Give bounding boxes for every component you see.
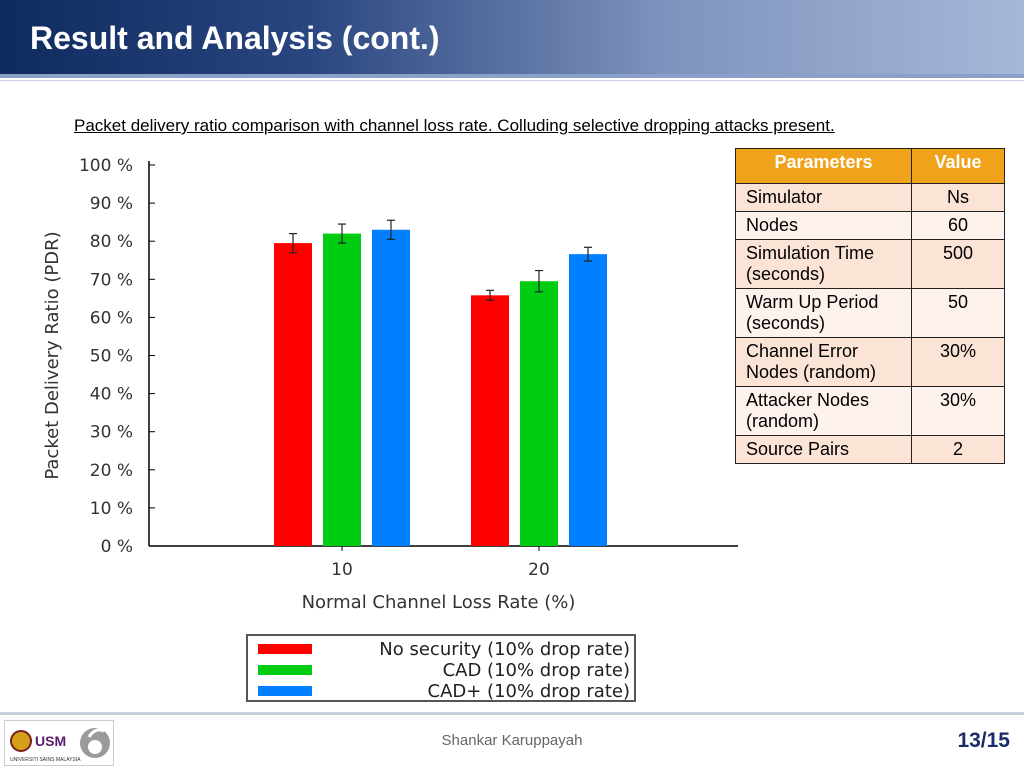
x-axis-title: Normal Channel Loss Rate (%) (302, 592, 576, 613)
y-tick-label: 20 % (90, 461, 133, 481)
table-cell-parameter: Attacker Nodes (random) (735, 386, 912, 436)
table-cell-value: Ns (911, 183, 1005, 212)
table-cell-value: 2 (911, 435, 1005, 464)
legend-swatch (258, 665, 312, 675)
parameters-table: Parameters Value Simulator Ns Nodes 60 S… (735, 148, 1005, 464)
table-row: Channel Error Nodes (random) 30% (735, 337, 1005, 387)
slide-title-bar: Result and Analysis (cont.) (0, 0, 1024, 74)
y-axis-title: Packet Delivery Ratio (PDR) (42, 231, 63, 479)
slide-title: Result and Analysis (cont.) (30, 20, 440, 56)
table-cell-parameter: Warm Up Period (seconds) (735, 288, 912, 338)
logo-subtext: UNIVERSITI SAINS MALAYSIA (10, 757, 81, 763)
table-cell-value: 60 (911, 211, 1005, 240)
slide-footer (0, 714, 1024, 769)
legend-swatch (258, 686, 312, 696)
table-row: Simulator Ns (735, 183, 1005, 212)
legend-label: CAD (10% drop rate) (442, 660, 630, 681)
y-tick-label: 10 % (90, 499, 133, 519)
table-cell-parameter: Simulation Time (seconds) (735, 239, 912, 289)
footer-author: Shankar Karuppayah (441, 732, 583, 749)
legend-item: CAD (10% drop rate) (248, 659, 634, 681)
y-tick-label: 90 % (90, 194, 133, 214)
table-header-value: Value (911, 148, 1005, 184)
x-tick-label: 20 (528, 560, 550, 580)
chart-legend: No security (10% drop rate) CAD (10% dro… (246, 634, 636, 702)
y-tick-label: 0 % (101, 537, 133, 557)
table-row: Simulation Time (seconds) 500 (735, 239, 1005, 289)
bar (323, 233, 361, 546)
y-tick-label: 80 % (90, 232, 133, 252)
y-tick-label: 50 % (90, 347, 133, 367)
title-divider (0, 74, 1024, 78)
title-divider-thin (0, 80, 1024, 81)
page-number: 13/15 (957, 729, 1010, 752)
university-logo: USM UNIVERSITI SAINS MALAYSIA (4, 720, 114, 766)
table-cell-parameter: Simulator (735, 183, 912, 212)
table-row: Warm Up Period (seconds) 50 (735, 288, 1005, 338)
legend-item: No security (10% drop rate) (248, 638, 634, 660)
legend-item: CAD+ (10% drop rate) (248, 680, 634, 702)
legend-label: No security (10% drop rate) (379, 639, 630, 660)
table-cell-value: 30% (911, 386, 1005, 436)
y-tick-label: 30 % (90, 423, 133, 443)
legend-swatch (258, 644, 312, 654)
table-row: Source Pairs 2 (735, 435, 1005, 464)
chart-caption: Packet delivery ratio comparison with ch… (74, 116, 835, 135)
y-tick-label: 40 % (90, 385, 133, 405)
y-tick-label: 60 % (90, 308, 133, 328)
bar (569, 254, 607, 546)
logo-text: USM (35, 733, 66, 749)
table-cell-value: 500 (911, 239, 1005, 289)
table-cell-value: 50 (911, 288, 1005, 338)
bar (274, 243, 312, 546)
bar (471, 295, 509, 546)
table-cell-value: 30% (911, 337, 1005, 387)
usm-logo-icon: USM UNIVERSITI SAINS MALAYSIA (10, 728, 110, 763)
table-header-parameters: Parameters (735, 148, 912, 184)
table-cell-parameter: Source Pairs (735, 435, 912, 464)
y-tick-label: 100 % (79, 156, 133, 176)
legend-label: CAD+ (10% drop rate) (427, 681, 630, 702)
table-row: Attacker Nodes (random) 30% (735, 386, 1005, 436)
table-row: Nodes 60 (735, 211, 1005, 240)
pdr-bar-chart: 0 % 10 % 20 % 30 % 40 % 50 % 60 % 70 % 80 % 90 % 1… (42, 156, 738, 613)
table-cell-parameter: Channel Error Nodes (random) (735, 337, 912, 387)
table-header-row: Parameters Value (735, 148, 1005, 184)
footer-divider (0, 712, 1024, 714)
table-cell-parameter: Nodes (735, 211, 912, 240)
y-tick-label: 70 % (90, 270, 133, 290)
bar (520, 281, 558, 546)
bar (372, 229, 410, 546)
x-tick-label: 10 (331, 560, 353, 580)
